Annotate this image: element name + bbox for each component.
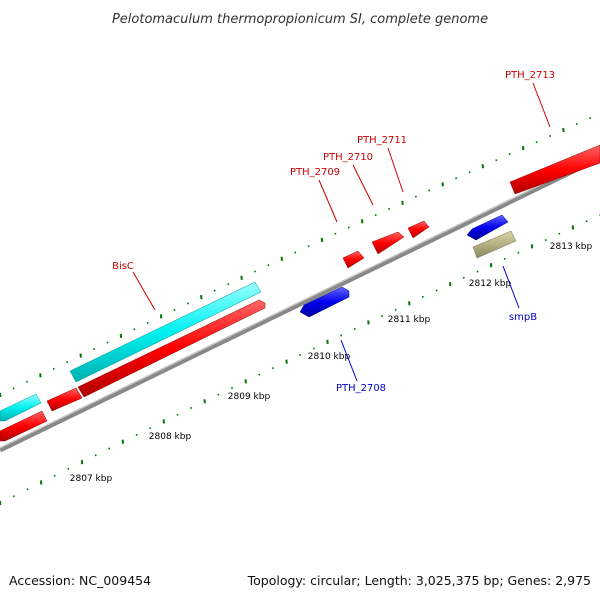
gene-label-pth-2710: PTH_2710 [323, 152, 373, 163]
leader-line-bisc [132, 271, 156, 311]
genome-backbone [0, 155, 600, 453]
cds-pth-2711 [407, 220, 430, 239]
gene-label-bisc: BisC [112, 261, 134, 272]
backbone-highlight [0, 155, 600, 449]
scale-labels: 2807 kbp 2808 kbp 2809 kbp 2810 kbp 2811… [70, 242, 593, 484]
accession-label: Accession: NC_009454 [9, 573, 151, 588]
scale-label-2808: 2808 kbp [149, 432, 192, 442]
backbone-outer [0, 155, 600, 453]
cds-pth-2709 [342, 250, 365, 269]
rna-feature-bisc [69, 281, 262, 383]
leader-line-pth-2710 [352, 164, 374, 206]
gene-label-pth-2713: PTH_2713 [505, 70, 555, 81]
cds-pth-2710 [371, 231, 405, 255]
topology-label: Topology: circular; Length: 3,025,375 bp… [247, 573, 591, 588]
cds-forward-left [0, 410, 48, 442]
scale-label-2811: 2811 kbp [388, 315, 431, 325]
gene-label-pth-2711: PTH_2711 [357, 135, 407, 146]
scale-label-2810: 2810 kbp [308, 352, 351, 362]
features [0, 144, 600, 442]
scale-label-2807: 2807 kbp [70, 474, 113, 484]
cds-forward-left-2 [46, 387, 83, 412]
map-title: Pelotomaculum thermopropionicum SI, comp… [112, 12, 488, 27]
leader-line-pth-2708 [340, 339, 358, 382]
leader-line-pth-2713 [532, 82, 551, 128]
leader-line-pth-2711 [387, 147, 404, 193]
scale-label-2809: 2809 kbp [228, 392, 271, 402]
cds-smpb [466, 214, 509, 241]
gene-label-pth-2709: PTH_2709 [290, 167, 340, 178]
gene-label-pth-2708: PTH_2708 [336, 383, 386, 394]
cds-pth-2713 [509, 144, 600, 195]
cds-pth-2708 [299, 286, 350, 318]
scale-label-2812: 2812 kbp [469, 279, 512, 289]
leader-line-pth-2709 [318, 179, 338, 223]
other-feature-smpb [472, 230, 517, 259]
cds-bisc [77, 299, 266, 398]
scale-label-2813: 2813 kbp [550, 242, 593, 252]
tick-marks [0, 117, 600, 506]
gene-label-smpb: smpB [509, 312, 537, 323]
leader-line-smpb [502, 265, 520, 309]
gene-labels: BisC PTH_2709 PTH_2710 PTH_2711 PTH_2713… [112, 70, 555, 394]
rna-feature-left [0, 393, 42, 422]
